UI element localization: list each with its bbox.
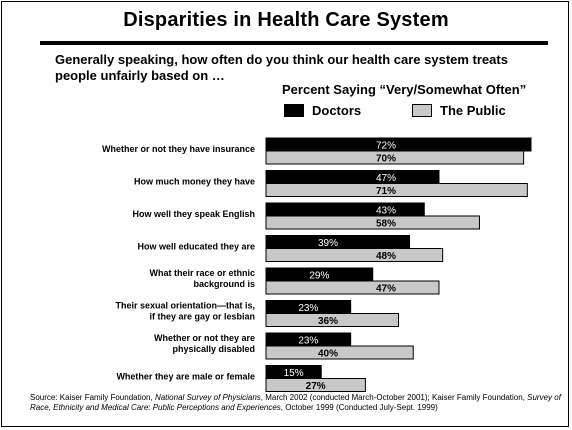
category-label: What their race or ethnic background is (149, 268, 255, 289)
category-label: Whether they are male or female (116, 372, 255, 382)
data-label-doctors: 29% (309, 271, 329, 282)
category-label: Whether or not they have insurance (102, 144, 255, 154)
bar-chart: Whether or not they have insurance 72% 70%… (102, 137, 532, 392)
category-label: How much money they have (134, 177, 255, 187)
data-label-doctors: 47% (376, 173, 396, 184)
category-label: Their sexual orientation—that is, if they… (115, 301, 255, 322)
bar-public (265, 248, 444, 262)
source-suffix: , October 1999 (Conducted July-Sept. 199… (280, 403, 438, 412)
data-label-public: 40% (318, 349, 338, 360)
data-label-doctors: 43% (376, 206, 396, 217)
source-publication-1: National Survey of Physicians (154, 393, 261, 402)
data-label-public: 58% (376, 219, 396, 230)
bar-public (265, 150, 525, 165)
legend-swatch-doctors (284, 104, 304, 117)
bar-public (265, 378, 366, 392)
bar-public (265, 313, 399, 327)
source-prefix: Source: Kaiser Family Foundation, (30, 393, 155, 402)
bar-public (265, 345, 414, 360)
title-underline (40, 41, 548, 45)
data-label-public: 70% (376, 154, 396, 165)
data-label-doctors: 23% (298, 336, 318, 347)
data-label-public: 48% (376, 251, 396, 262)
category-label: How well they speak English (132, 209, 255, 219)
data-label-public: 27% (306, 381, 326, 392)
legend-label-public: The Public (440, 103, 506, 118)
survey-question: Generally speaking, how often do you thi… (55, 52, 508, 83)
source-middle: , March 2002 (conducted March-October 20… (260, 393, 528, 402)
bar-public (265, 215, 480, 230)
data-label-doctors: 39% (318, 238, 338, 249)
legend-swatch-public (412, 104, 432, 117)
legend-label-doctors: Doctors (312, 103, 362, 118)
category-label: Whether or not they are physically disabl… (154, 333, 255, 354)
data-label-public: 71% (376, 186, 396, 197)
data-label-doctors: 23% (298, 303, 318, 314)
bar-doctors (265, 202, 425, 217)
source-publication-2: Survey of Race, Ethnicity and Medical Ca… (30, 393, 561, 412)
legend-title: Percent Saying “Very/Somewhat Often” (282, 82, 527, 97)
bar-public (265, 183, 528, 197)
data-label-public: 47% (376, 284, 396, 295)
data-label-doctors: 15% (284, 368, 304, 379)
category-label: How well educated they are (137, 242, 255, 252)
chart-title: Disparities in Health Care System (123, 9, 449, 31)
data-label-public: 36% (318, 316, 338, 327)
source-note: Source: Kaiser Family Foundation, Nation… (30, 393, 565, 413)
data-label-doctors: 72% (376, 141, 396, 152)
bar-doctors (265, 170, 440, 184)
bar-public (265, 280, 440, 295)
bar-doctors (265, 137, 532, 152)
